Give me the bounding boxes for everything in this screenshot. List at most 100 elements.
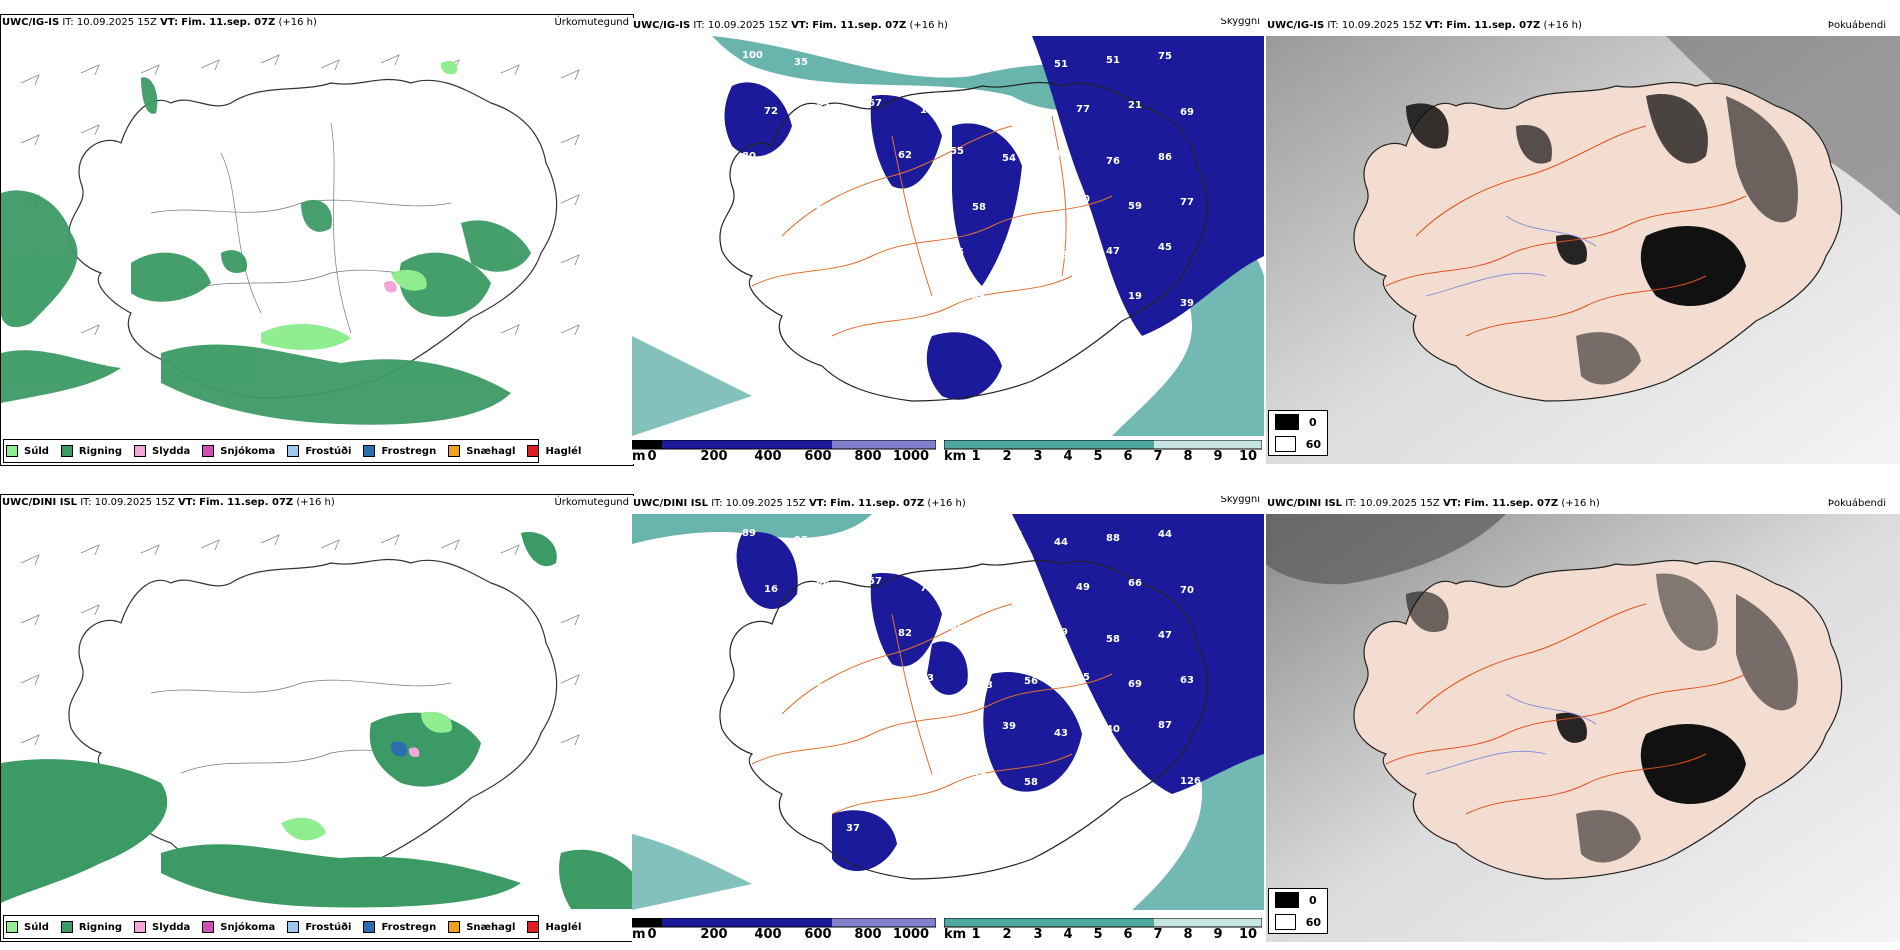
ceiling-value-label: 32 — [898, 819, 912, 830]
colorbar-unit: m — [632, 927, 646, 942]
ceiling-value-label: 19 — [1128, 291, 1142, 302]
it-label: IT: — [80, 497, 92, 508]
ceiling-value-label: 66 — [794, 816, 808, 827]
ceiling-value-label: 62 — [816, 203, 830, 214]
fog-swatch-white — [1275, 436, 1296, 452]
lead-time: (+16 h) — [1561, 498, 1600, 509]
ceiling-map[interactable]: 89 95 35 49 31 144 44 88 44 16 89 57 71 131 44 49 66 70 54… — [632, 514, 1264, 910]
ceiling-value-label: 61 — [868, 199, 882, 210]
legend-swatch — [134, 445, 147, 457]
ceiling-value-label: 36 — [1076, 773, 1090, 784]
valid-time: Fim. 11.sep. 07Z — [1446, 20, 1541, 31]
issue-time: 10.09.2025 15Z — [725, 498, 806, 509]
ceiling-value-label: 44 — [1024, 586, 1038, 597]
model-name: UWC/DINI ISL — [633, 498, 709, 509]
legend-swatch — [6, 445, 18, 457]
legend-item-drizzle: Súld — [6, 921, 49, 933]
ceiling-value-label: 37 — [764, 297, 778, 308]
legend-item-rain: Rigning — [60, 921, 122, 933]
legend-item-freezing-rain: Frostregn — [363, 921, 436, 933]
precip-panel-row2: UWC/DINI ISL IT: 10.09.2025 15Z VT: Fim.… — [0, 494, 634, 942]
ceiling-value-label: 44 — [1158, 529, 1172, 540]
fog-map[interactable] — [1266, 36, 1900, 464]
ceiling-colorbar: m 0 200 400 600 800 1000 — [632, 440, 936, 464]
ceiling-value-label: 32 — [794, 338, 808, 349]
ceiling-value-label: 89 — [816, 580, 830, 591]
colorbar-tick: 600 — [804, 927, 832, 942]
drizzle-areas — [261, 61, 458, 350]
model-name: UWC/DINI ISL — [1267, 498, 1343, 509]
visibility-colorbar: km 1 2 3 4 5 6 7 8 9 10 — [944, 918, 1262, 942]
panel-header: UWC/DINI ISL IT: 10.09.2025 15Z VT: Fim.… — [1, 495, 633, 511]
colorbar-unit: km — [944, 927, 967, 942]
ceiling-value-label: 21 — [816, 872, 830, 883]
colorbar-tick: 8 — [1183, 449, 1193, 464]
ceiling-value-label: 85 — [846, 53, 860, 64]
colorbar-tick: 4 — [1063, 927, 1073, 942]
ceiling-value-label: 148 — [1002, 822, 1023, 833]
ceiling-value-label: 59 — [1128, 201, 1142, 212]
fog-swatch-white — [1275, 914, 1296, 930]
legend-swatch — [6, 921, 18, 933]
fog-map[interactable] — [1266, 514, 1900, 942]
fog-legend-row: 0 — [1269, 411, 1327, 433]
ceiling-value-label: 58 — [1106, 634, 1120, 645]
ceiling-value-label: 109 — [920, 195, 941, 206]
visibility-colorbar: km 1 2 3 4 5 6 7 8 9 10 — [944, 440, 1262, 464]
legend-swatch — [287, 921, 300, 933]
valid-time: Fim. 11.sep. 07Z — [830, 498, 925, 509]
ceiling-map[interactable]: 100 35 85 36 64 74 51 51 75 72 63 67 132 129 129 77 21 69… — [632, 36, 1264, 436]
colorbar-tick: 6 — [1123, 927, 1133, 942]
colorbar-tick: 5 — [1093, 927, 1103, 942]
colorbar-tick: 1000 — [892, 927, 930, 942]
panel-header: UWC/DINI ISL IT: 10.09.2025 15Z VT: Fim.… — [632, 496, 1264, 512]
panel-type-label: Skyggni — [1220, 496, 1260, 505]
ceiling-value-label: 35 — [846, 531, 860, 542]
lead-time: (+16 h) — [296, 497, 335, 508]
ceiling-value-label: 10 — [1076, 194, 1090, 205]
model-name: UWC/IG-IS — [1267, 20, 1325, 31]
ceiling-panel-row2: UWC/DINI ISL IT: 10.09.2025 15Z VT: Fim.… — [632, 496, 1264, 942]
legend-item-freezing-drizzle: Frostúði — [287, 445, 351, 457]
legend-swatch — [363, 921, 376, 933]
ceiling-value-label: 39 — [920, 774, 934, 785]
model-name: UWC/IG-IS — [2, 17, 60, 28]
ceiling-value-label: 55 — [950, 146, 964, 157]
legend-swatch — [287, 445, 300, 457]
ceiling-value-label: 63 — [846, 632, 860, 643]
colorbar-unit: km — [944, 449, 967, 464]
ceiling-value-label: 67 — [868, 98, 882, 109]
ceiling-value-label: 88 — [1106, 533, 1120, 544]
legend-swatch — [134, 921, 147, 933]
legend-swatch — [202, 445, 215, 457]
ceiling-value-label: 90 — [816, 293, 830, 304]
legend-item-snow: Snjókoma — [202, 921, 275, 933]
colorbar-tick: 7 — [1153, 449, 1163, 464]
fog-legend: 0 60 — [1268, 410, 1328, 456]
precip-map[interactable] — [1, 33, 633, 433]
precip-panel-row1: UWC/IG-IS IT: 10.09.2025 15Z VT: Fim. 11… — [0, 14, 634, 466]
ceiling-value-label: 129 — [972, 101, 993, 112]
colorbar-tick: 400 — [754, 927, 782, 942]
colorbar-tick: 200 — [700, 449, 728, 464]
ceiling-value-label: 45 — [972, 292, 986, 303]
ceiling-value-label: 104 — [920, 296, 941, 307]
ceiling-value-label: 32 — [1054, 818, 1068, 829]
ceiling-value-label: 49 — [898, 538, 912, 549]
ceiling-value-label: 35 — [950, 247, 964, 258]
precip-map[interactable] — [1, 513, 633, 909]
panel-header: UWC/IG-IS IT: 10.09.2025 15Z VT: Fim. 11… — [1266, 18, 1900, 34]
legend-item-snow-grains: Snæhagl — [448, 445, 515, 457]
colorbar-tick: 0 — [647, 449, 657, 464]
panel-type-label: Úrkomutegund — [554, 17, 629, 28]
ceiling-value-label: 132 — [920, 105, 941, 116]
fog-legend-row: 0 — [1269, 889, 1327, 911]
issue-time: 10.09.2025 15Z — [707, 20, 788, 31]
ceiling-value-label: 35 — [794, 57, 808, 68]
ceiling-value-label: 44 — [1054, 537, 1068, 548]
panel-type-label: Skyggni — [1220, 18, 1260, 27]
ceiling-value-label: 65 — [794, 625, 808, 636]
precip-legend: Súld Rigning Slydda Snjókoma Frostúði Fr… — [3, 439, 581, 463]
legend-swatch — [363, 445, 376, 457]
ceiling-value-label: 52 — [816, 681, 830, 692]
